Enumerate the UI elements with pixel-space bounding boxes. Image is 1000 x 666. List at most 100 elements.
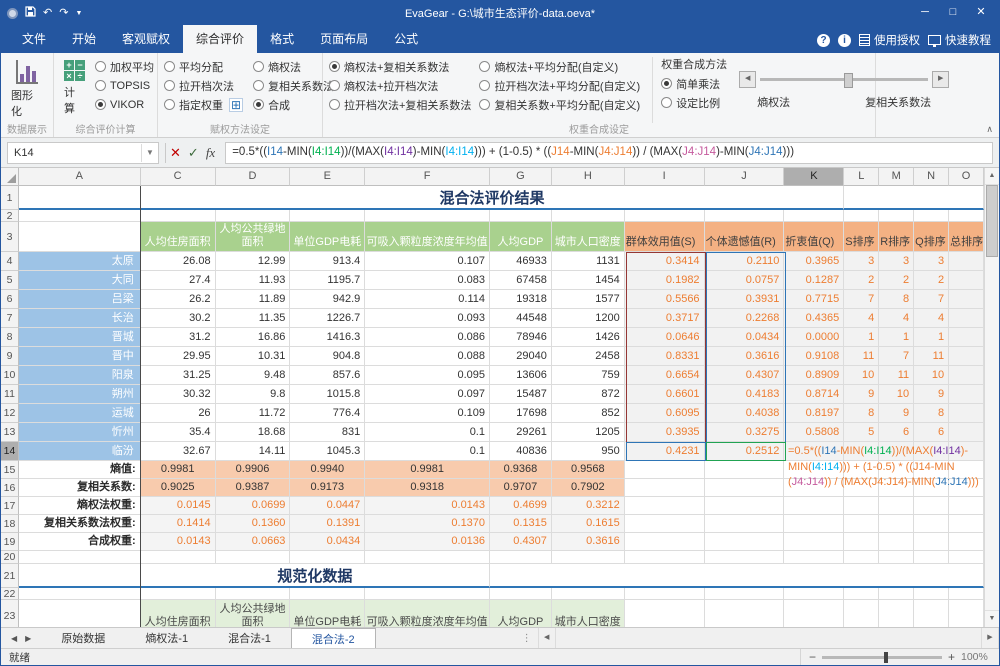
cell-H[interactable] xyxy=(551,551,625,564)
cell-I14[interactable]: 0.4231 xyxy=(624,442,705,461)
cell-G13[interactable]: 29261 xyxy=(489,423,552,442)
radio-复相关系数+平均分配(自定义)[interactable]: 复相关系数+平均分配(自定义) xyxy=(479,95,640,114)
cell-C9[interactable]: 29.95 xyxy=(140,347,216,366)
cell-E17[interactable]: 0.0447 xyxy=(290,497,366,515)
sheet-tab-混合法-1[interactable]: 混合法-1 xyxy=(228,633,271,645)
cell-K5[interactable]: 0.1287 xyxy=(784,271,845,290)
cell-J12[interactable]: 0.4038 xyxy=(704,404,785,423)
cell-O[interactable] xyxy=(949,210,985,222)
cell-D18[interactable]: 0.1360 xyxy=(215,515,291,533)
cell-L13[interactable]: 5 xyxy=(844,423,880,442)
redo-icon[interactable]: ↷ xyxy=(59,6,69,19)
cell-O19[interactable] xyxy=(949,533,984,551)
cell-A[interactable] xyxy=(18,210,141,222)
cell-O18[interactable] xyxy=(949,515,984,533)
name-box-dropdown-icon[interactable]: ▼ xyxy=(141,143,158,162)
cell-O12[interactable] xyxy=(949,404,985,423)
cell-J8[interactable]: 0.0434 xyxy=(704,328,785,347)
city-cell-忻州[interactable]: 忻州 xyxy=(18,423,141,442)
city-cell-临汾[interactable]: 临汾 xyxy=(18,442,141,461)
cell-N16[interactable] xyxy=(914,479,950,497)
insert-function-icon[interactable]: fx xyxy=(205,144,216,160)
city-cell-太原[interactable]: 太原 xyxy=(18,252,141,271)
row-label-16[interactable]: 复相关系数: xyxy=(18,479,141,497)
city-cell-长治[interactable]: 长治 xyxy=(18,309,141,328)
cell-I8[interactable]: 0.0646 xyxy=(624,328,705,347)
radio-指定权重[interactable]: 指定权重 ⊞ xyxy=(164,95,244,114)
row-header-11[interactable]: 11 xyxy=(1,385,19,404)
cell-L[interactable] xyxy=(844,551,880,564)
column-header-A[interactable]: A xyxy=(18,168,141,186)
cell-N14[interactable] xyxy=(914,442,950,461)
header-F23[interactable]: 可吸入颗粒度浓度年均值 xyxy=(365,600,490,627)
cell-C10[interactable]: 31.25 xyxy=(140,366,216,385)
cell-E[interactable] xyxy=(290,588,366,600)
collapse-ribbon-icon[interactable]: ∧ xyxy=(986,124,993,134)
radio-拉开档次法+复相关系数法[interactable]: 拉开档次法+复相关系数法 xyxy=(329,95,471,114)
cell-E[interactable] xyxy=(290,551,366,564)
cell-H9[interactable]: 2458 xyxy=(551,347,625,366)
row-header-3[interactable]: 3 xyxy=(1,222,19,252)
header-D23[interactable]: 人均公共绿地 面积 xyxy=(215,600,291,627)
cell-I17[interactable] xyxy=(624,497,705,515)
cell-K14[interactable] xyxy=(784,442,845,461)
cell-I12[interactable]: 0.6095 xyxy=(624,404,705,423)
cell-C8[interactable]: 31.2 xyxy=(140,328,216,347)
radio-熵权法+拉开档次法[interactable]: 熵权法+拉开档次法 xyxy=(329,76,471,95)
cell-G12[interactable]: 17698 xyxy=(489,404,552,423)
cell-G19[interactable]: 0.4307 xyxy=(490,533,552,551)
cell-L9[interactable]: 11 xyxy=(844,347,880,366)
undo-icon[interactable]: ↶ xyxy=(43,6,53,19)
cell-M8[interactable]: 1 xyxy=(879,328,915,347)
cell-F[interactable] xyxy=(365,210,490,222)
cell-G17[interactable]: 0.4699 xyxy=(490,497,552,515)
cell-G7[interactable]: 44548 xyxy=(489,309,552,328)
cell-O5[interactable] xyxy=(949,271,985,290)
row-header-10[interactable]: 10 xyxy=(1,366,19,385)
cell-J19[interactable] xyxy=(704,533,785,551)
cell-F8[interactable]: 0.086 xyxy=(365,328,490,347)
cell-O7[interactable] xyxy=(949,309,985,328)
header-C3[interactable]: 人均住房面积 xyxy=(140,222,216,252)
cell-F[interactable] xyxy=(365,588,490,600)
header-L3[interactable]: S排序 xyxy=(844,222,880,252)
cell-K16[interactable] xyxy=(784,479,845,497)
cell-F13[interactable]: 0.1 xyxy=(365,423,490,442)
cell-H6[interactable]: 1577 xyxy=(551,290,625,309)
header-H3[interactable]: 城市人口密度 xyxy=(551,222,625,252)
column-header-C[interactable]: C xyxy=(140,168,216,186)
row-label-17[interactable]: 熵权法权重: xyxy=(18,497,141,515)
city-cell-朔州[interactable]: 朔州 xyxy=(18,385,141,404)
cell-H10[interactable]: 759 xyxy=(551,366,625,385)
slider-thumb[interactable] xyxy=(844,73,854,88)
row-header-9[interactable]: 9 xyxy=(1,347,19,366)
cell-M[interactable] xyxy=(879,588,915,600)
cell-M12[interactable]: 9 xyxy=(879,404,915,423)
header-G23[interactable]: 人均GDP xyxy=(490,600,552,627)
help-icon[interactable]: ? xyxy=(817,33,830,47)
cell-J6[interactable]: 0.3931 xyxy=(704,290,785,309)
radio-平均分配[interactable]: 平均分配 xyxy=(164,57,243,76)
cell-N15[interactable] xyxy=(914,461,950,479)
sheet-tab-混合法-2[interactable]: 混合法-2 xyxy=(290,628,376,648)
cell-A3[interactable] xyxy=(18,222,141,252)
cell-J[interactable] xyxy=(704,210,785,222)
cell-H11[interactable]: 872 xyxy=(551,385,625,404)
cell-J14[interactable]: 0.2512 xyxy=(704,442,785,461)
cell-K9[interactable]: 0.9108 xyxy=(784,347,845,366)
cell-J5[interactable]: 0.0757 xyxy=(704,271,785,290)
cell-C19[interactable]: 0.0143 xyxy=(140,533,216,551)
calculate-button[interactable]: + − × ÷ 计算 xyxy=(60,57,89,123)
header-F3[interactable]: 可吸入颗粒度浓度年均值 xyxy=(365,222,490,252)
cell-O15[interactable] xyxy=(949,461,985,479)
header-C23[interactable]: 人均住房面积 xyxy=(140,600,216,627)
menu-tab-开始[interactable]: 开始 xyxy=(72,32,97,46)
cell-L16[interactable] xyxy=(844,479,880,497)
row-header-15[interactable]: 15 xyxy=(1,461,19,479)
formula-input[interactable]: =0.5*((I14-MIN(I4:I14))/(MAX(I4:I14)-MIN… xyxy=(225,141,993,164)
cell-C12[interactable]: 26 xyxy=(140,404,216,423)
cell-N17[interactable] xyxy=(914,497,950,515)
cell-L[interactable] xyxy=(844,210,880,222)
column-header-M[interactable]: M xyxy=(879,168,915,186)
cell-F14[interactable]: 0.1 xyxy=(365,442,490,461)
